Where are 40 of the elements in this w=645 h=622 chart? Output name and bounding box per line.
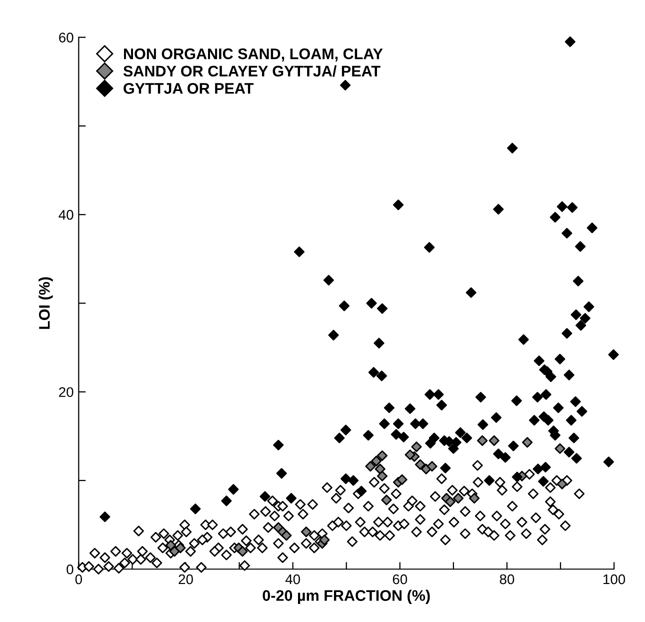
x-tick-label: 0 [75, 574, 82, 584]
point [165, 540, 176, 550]
x-tick-label: 80 [500, 574, 514, 584]
point [396, 474, 408, 485]
point [376, 470, 388, 482]
point [556, 478, 568, 490]
point [452, 492, 464, 504]
x-axis-title: 0-20 µm FRACTION (%) [262, 590, 430, 604]
x-tick-label: 40 [285, 574, 300, 584]
point [371, 456, 382, 466]
legend-label: SANDY OR CLAYEY GYTTJA/ PEAT [123, 65, 380, 77]
point [477, 435, 488, 446]
y-tick-label: 0 [66, 564, 74, 574]
point [365, 461, 376, 472]
x-tick-label: 100 [604, 574, 626, 584]
point [374, 464, 386, 474]
point [175, 542, 186, 554]
point [444, 496, 456, 508]
point [414, 459, 426, 470]
point [281, 530, 292, 541]
point [381, 494, 392, 506]
y-tick-label: 60 [59, 32, 74, 42]
x-tick-label: 60 [392, 574, 408, 584]
point [411, 442, 422, 452]
x-tick-label: 20 [178, 574, 193, 584]
legend-label: GYTTJA OR PEAT [124, 83, 254, 94]
y-tick-label: 20 [59, 387, 74, 398]
legend-label: NON ORGANIC SAND, LOAM, CLAY [124, 48, 383, 62]
point [469, 492, 480, 504]
y-tick-label: 40 [58, 210, 74, 220]
point [319, 534, 330, 546]
point [237, 546, 248, 557]
point [300, 526, 312, 538]
point [554, 443, 566, 454]
point [426, 461, 438, 472]
point [522, 437, 533, 448]
point [376, 450, 388, 461]
point [488, 435, 500, 446]
point [404, 449, 416, 460]
y-axis-title: LOI (%) [38, 277, 53, 329]
